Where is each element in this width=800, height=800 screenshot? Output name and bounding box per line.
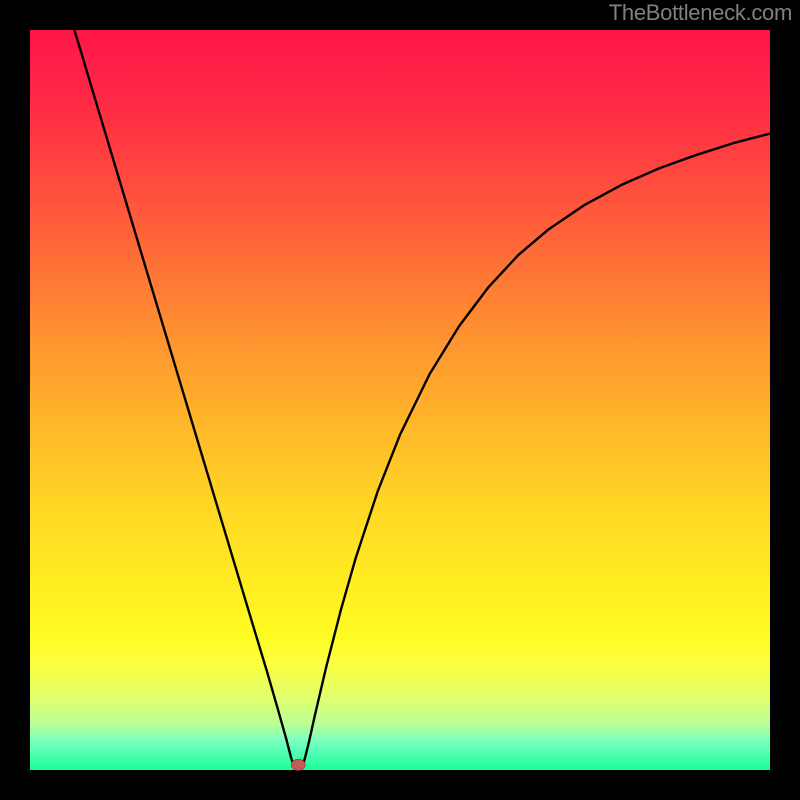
watermark-text: TheBottleneck.com (609, 0, 792, 26)
chart-container: TheBottleneck.com (0, 0, 800, 800)
plot-area (30, 30, 770, 770)
